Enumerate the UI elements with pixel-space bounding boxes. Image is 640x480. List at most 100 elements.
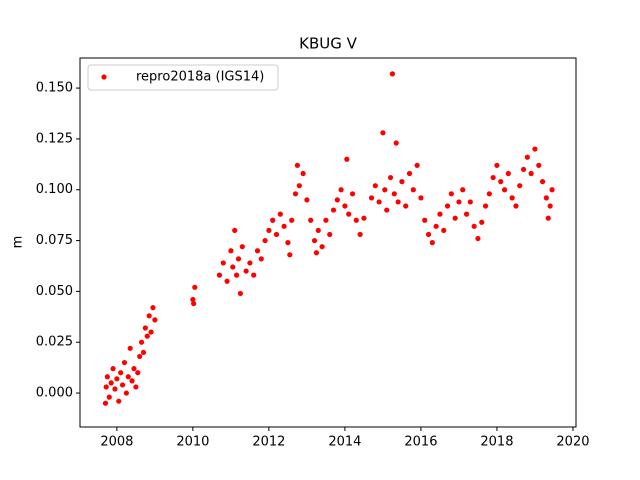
point bbox=[532, 146, 538, 152]
point bbox=[121, 359, 128, 366]
point bbox=[112, 386, 118, 392]
point bbox=[399, 179, 405, 185]
point bbox=[233, 272, 240, 278]
point bbox=[547, 203, 553, 209]
point bbox=[131, 366, 137, 372]
point bbox=[142, 325, 148, 331]
point bbox=[192, 284, 198, 290]
point bbox=[441, 227, 447, 234]
x-tick-label: 2008 bbox=[100, 435, 133, 450]
point bbox=[513, 203, 519, 209]
point bbox=[224, 278, 230, 284]
point bbox=[137, 353, 143, 360]
x-tick-label: 2016 bbox=[404, 435, 437, 450]
point bbox=[357, 231, 363, 238]
point bbox=[528, 170, 534, 177]
point bbox=[505, 170, 511, 177]
point bbox=[247, 260, 253, 266]
point bbox=[406, 170, 413, 177]
x-tick-label: 2018 bbox=[480, 435, 513, 450]
point bbox=[262, 237, 268, 244]
point bbox=[319, 244, 325, 250]
point bbox=[342, 203, 348, 209]
point bbox=[403, 203, 409, 209]
point bbox=[418, 195, 424, 201]
point bbox=[287, 252, 293, 258]
point bbox=[273, 231, 280, 238]
point bbox=[486, 191, 492, 197]
y-axis-label: m bbox=[11, 236, 26, 249]
point bbox=[277, 211, 283, 217]
point bbox=[372, 183, 378, 189]
point bbox=[479, 219, 485, 225]
point bbox=[270, 217, 276, 223]
point bbox=[108, 380, 114, 386]
point bbox=[243, 268, 249, 274]
point bbox=[266, 227, 272, 234]
point bbox=[393, 140, 399, 146]
point bbox=[232, 227, 238, 234]
point bbox=[395, 199, 401, 205]
chart-title: KBUG V bbox=[299, 35, 357, 53]
point bbox=[471, 223, 477, 229]
y-tick-label: 0.025 bbox=[36, 335, 73, 350]
point bbox=[389, 71, 396, 77]
point bbox=[517, 183, 523, 189]
point bbox=[118, 370, 124, 376]
point bbox=[220, 260, 226, 266]
point bbox=[323, 217, 329, 223]
point bbox=[296, 183, 302, 189]
y-tick-label: 0.125 bbox=[36, 131, 73, 146]
x-tick-label: 2010 bbox=[176, 435, 209, 450]
legend-marker bbox=[101, 74, 107, 80]
point bbox=[239, 244, 245, 250]
x-tick-label: 2012 bbox=[252, 435, 285, 450]
point bbox=[138, 339, 145, 345]
point bbox=[349, 191, 356, 197]
point bbox=[228, 248, 234, 254]
point bbox=[494, 162, 500, 168]
point bbox=[104, 374, 110, 380]
point bbox=[304, 197, 310, 203]
point bbox=[414, 162, 420, 168]
point bbox=[144, 333, 150, 339]
point bbox=[315, 227, 321, 234]
point bbox=[543, 195, 549, 201]
point bbox=[437, 211, 443, 217]
point bbox=[368, 195, 375, 201]
point bbox=[425, 231, 432, 238]
point bbox=[311, 237, 318, 244]
point bbox=[346, 211, 352, 217]
y-tick-label: 0.100 bbox=[36, 182, 73, 197]
point bbox=[190, 296, 196, 303]
point bbox=[482, 203, 489, 209]
point bbox=[235, 256, 242, 262]
point bbox=[380, 130, 386, 136]
point bbox=[433, 223, 439, 229]
point bbox=[444, 203, 451, 209]
point bbox=[545, 215, 551, 221]
point bbox=[539, 179, 546, 185]
point bbox=[448, 191, 454, 197]
point bbox=[520, 166, 527, 173]
point bbox=[251, 272, 257, 278]
point bbox=[353, 217, 359, 223]
point bbox=[135, 370, 141, 376]
point bbox=[308, 217, 314, 223]
point bbox=[549, 187, 555, 193]
point bbox=[123, 390, 129, 396]
y-tick-label: 0.000 bbox=[36, 386, 73, 401]
point bbox=[463, 211, 470, 217]
point bbox=[327, 231, 333, 238]
point bbox=[422, 217, 428, 223]
point bbox=[103, 384, 109, 390]
point bbox=[152, 317, 158, 323]
x-tick-label: 2020 bbox=[556, 435, 589, 450]
point bbox=[452, 215, 458, 221]
point bbox=[150, 305, 156, 311]
point bbox=[384, 207, 390, 213]
legend-box bbox=[87, 64, 279, 91]
y-tick-label: 0.050 bbox=[36, 284, 73, 299]
point bbox=[410, 187, 416, 193]
